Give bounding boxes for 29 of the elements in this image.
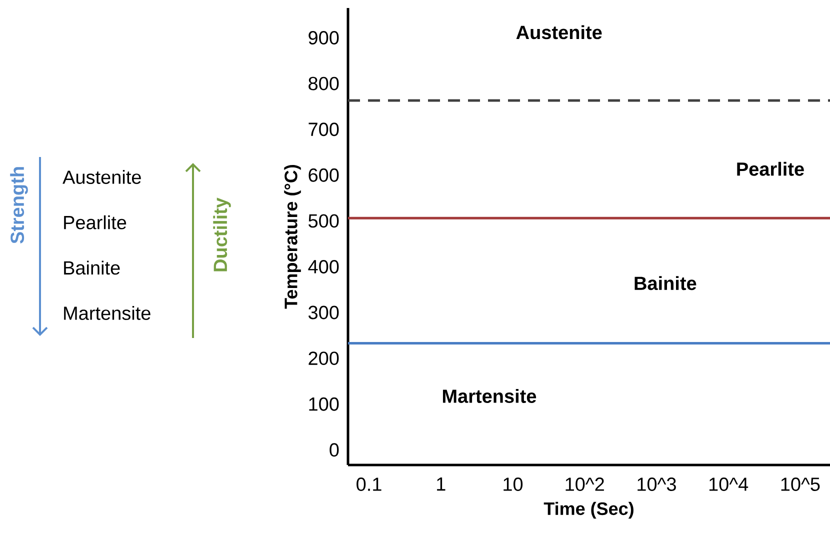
y-tick-label: 500: [308, 214, 339, 228]
y-tick-label: 200: [308, 352, 339, 366]
x-tick-label: 10^3: [638, 478, 676, 491]
x-tick-label: 10^2: [566, 478, 604, 491]
y-tick-label: 800: [308, 76, 339, 90]
text: Bainite: [64, 260, 120, 275]
y-tick-label: 900: [308, 31, 339, 44]
annotation: Austenite: [516, 25, 602, 40]
text: Pearlite: [64, 215, 126, 230]
x-tick-label: 1: [437, 478, 446, 491]
y-tick-label: 0: [330, 443, 339, 457]
y-tick-label: 100: [309, 397, 339, 411]
annotation: Martensite: [442, 389, 536, 403]
y-axis-title: Temperature (°C): [284, 164, 301, 309]
x-tick-label: 10^4: [709, 478, 748, 491]
x-axis-title: Time (Sec): [544, 502, 634, 519]
y-tick-label: 700: [308, 122, 339, 136]
text: Martensite: [64, 306, 150, 320]
text: Strength: [10, 167, 28, 244]
x-tick-label: 0.1: [356, 478, 382, 491]
text: Ductility: [213, 198, 231, 272]
y-tick-label: 400: [308, 260, 339, 274]
y-tick-label: 600: [308, 168, 339, 182]
text: Austenite: [62, 170, 141, 184]
annotation: Bainite: [634, 276, 696, 290]
annotation: Pearlite: [737, 162, 804, 176]
x-tick-label: 10: [504, 478, 523, 491]
y-tick-label: 300: [308, 306, 339, 320]
x-tick-label: 10^5: [781, 478, 820, 491]
